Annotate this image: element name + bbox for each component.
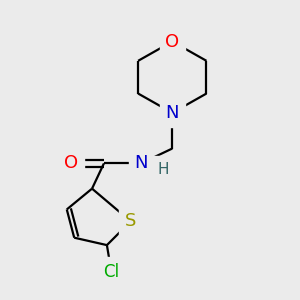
Text: S: S <box>125 212 136 230</box>
Text: Cl: Cl <box>103 263 119 281</box>
Text: H: H <box>158 162 169 177</box>
Text: N: N <box>166 104 179 122</box>
Text: N: N <box>134 154 148 172</box>
Text: O: O <box>64 154 78 172</box>
Text: O: O <box>165 32 179 50</box>
